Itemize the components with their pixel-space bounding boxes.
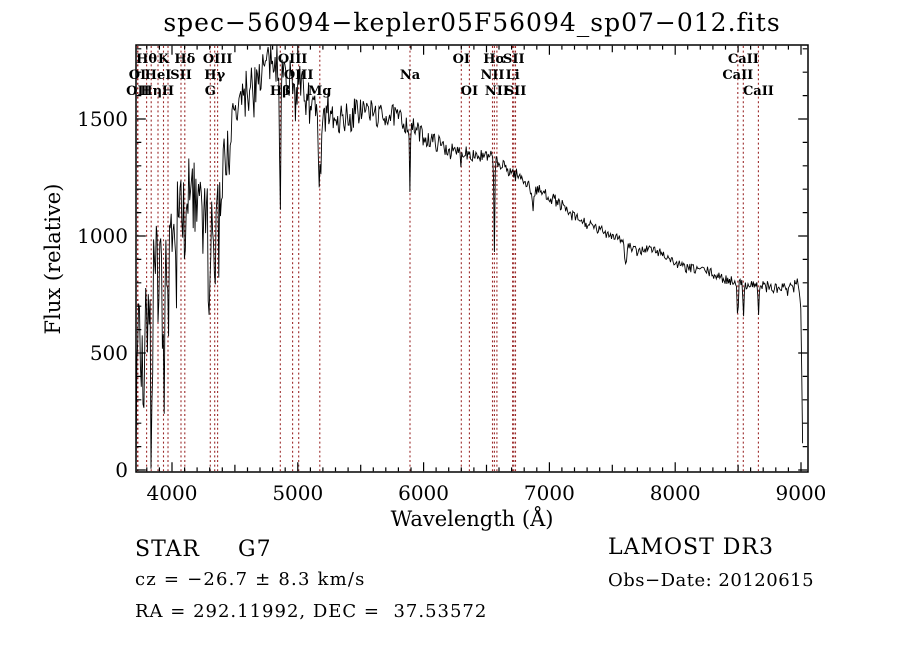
spectral-line-label: Hγ <box>204 68 226 83</box>
spectral-line-label: OIII <box>202 52 233 67</box>
spectral-line-label: Hα <box>483 52 506 67</box>
spectral-line-label: HeI <box>144 68 172 83</box>
spectral-line-label: OI <box>452 52 470 67</box>
spectral-line-label: Mg <box>308 84 332 99</box>
spectrum-path <box>135 45 804 469</box>
x-tick-label: 5000 <box>272 481 324 505</box>
spectral-line-label: SII <box>502 52 525 67</box>
spectral-line-label: CaII <box>742 84 774 99</box>
plot-title: spec−56094−kepler05F56094_sp07−012.fits <box>163 8 781 37</box>
spectral-line-label: NII <box>480 68 505 83</box>
x-tick-label: 9000 <box>775 481 827 505</box>
spectral-line-label: Hθ <box>136 52 158 67</box>
y-tick-label: 1000 <box>77 224 128 248</box>
spectral-line-label: SII <box>504 84 527 99</box>
spectral-line-label: Li <box>505 68 520 83</box>
spectral-line-label: Hβ <box>269 84 291 99</box>
y-tick-label: 0 <box>115 458 128 482</box>
spectral-line-label: OIII <box>283 68 314 83</box>
spectral-line-label: OI <box>460 84 479 99</box>
spectral-line-label: Na <box>399 68 421 83</box>
x-tick-label: 8000 <box>649 481 701 505</box>
x-tick-label: 6000 <box>398 481 450 505</box>
spectral-line-label: OII <box>126 84 150 99</box>
spectral-line-label: H <box>161 84 175 99</box>
spectral-line-label: G <box>204 84 216 99</box>
y-tick-label: 500 <box>89 341 128 365</box>
x-axis-label: Wavelength (Å) <box>390 507 554 531</box>
spectral-line-label: CaII <box>727 52 759 67</box>
axis-ticks <box>136 45 808 472</box>
spectral-line-label: K <box>157 52 170 67</box>
spectral-line-label: Hδ <box>174 52 196 67</box>
x-tick-label: 7000 <box>523 481 575 505</box>
object-class-label: STAR <box>135 537 200 562</box>
spectral-line-label: OIII <box>277 52 308 67</box>
object-subclass-label: G7 <box>238 537 272 562</box>
coordinates-label: RA = 292.11992, DEC = 37.53572 <box>135 601 488 622</box>
survey-label: LAMOST DR3 <box>608 535 774 560</box>
spectral-line-label: NII <box>484 84 509 99</box>
spectral-line-label: Hη <box>140 84 163 99</box>
spectral-line-label: OI <box>128 68 147 83</box>
spectral-line-label: CaII <box>722 68 754 83</box>
plot-frame <box>135 44 809 473</box>
spectral-line-label: SII <box>170 68 192 83</box>
x-tick-label: 4000 <box>146 481 198 505</box>
y-tick-label: 1500 <box>77 107 128 131</box>
radial-velocity-label: cz = −26.7 ± 8.3 km/s <box>135 569 366 590</box>
obs-date-label: Obs−Date: 20120615 <box>608 570 815 591</box>
